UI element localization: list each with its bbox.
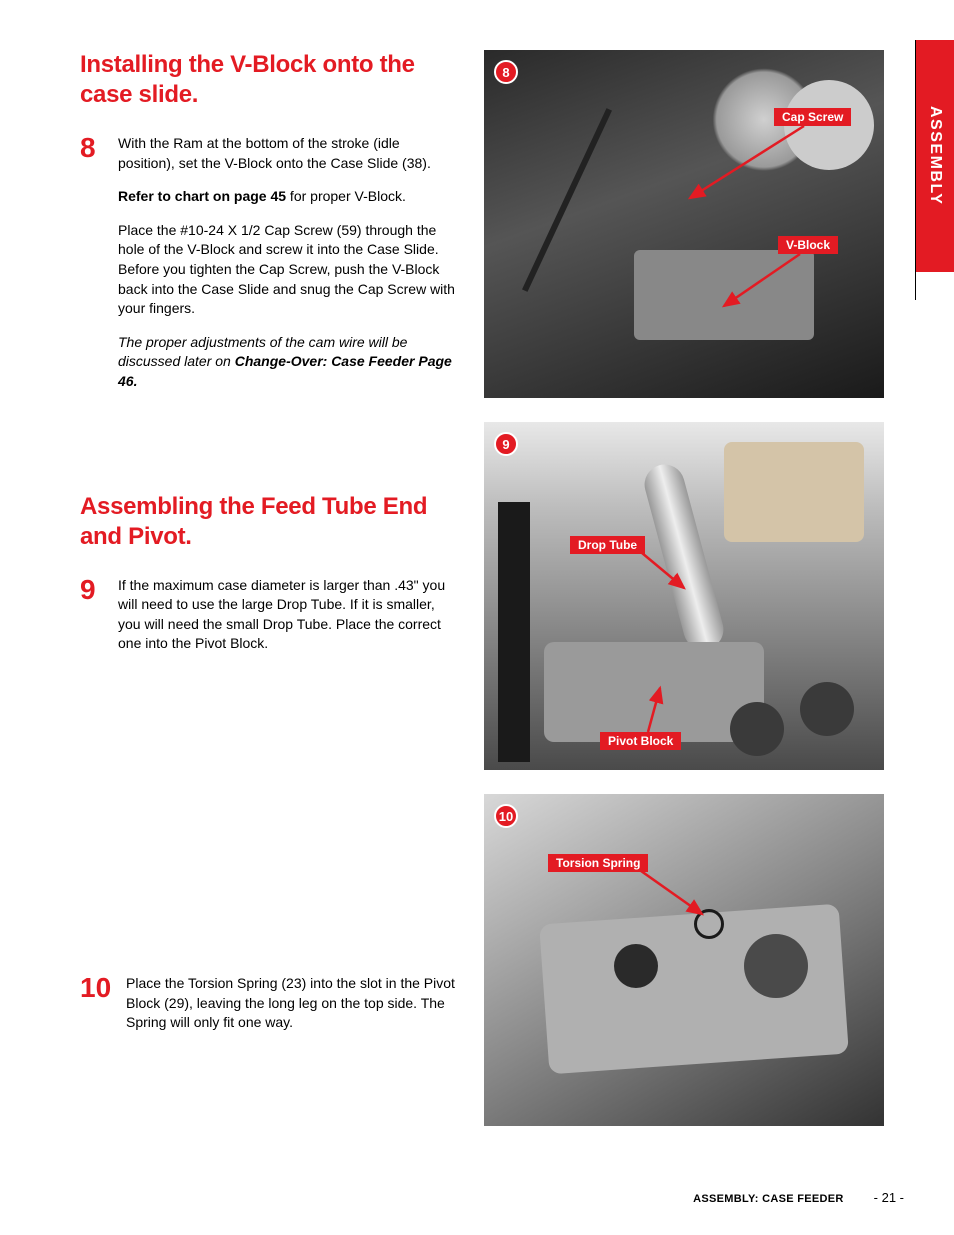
- step-8-p1: With the Ram at the bottom of the stroke…: [118, 134, 460, 173]
- figure-badge: 8: [494, 60, 518, 84]
- bold-run: Refer to chart on page 45: [118, 188, 286, 204]
- step-8: 8 With the Ram at the bottom of the stro…: [80, 134, 460, 406]
- callout-vblock: V-Block: [778, 236, 838, 254]
- heading-vblock: Installing the V-Block onto the case sli…: [80, 50, 460, 110]
- step-8-p3: Place the #10-24 X 1/2 Cap Screw (59) th…: [118, 221, 460, 319]
- step-number: 9: [80, 576, 108, 668]
- step-10: 10 Place the Torsion Spring (23) into th…: [80, 974, 460, 1047]
- side-rule: [915, 40, 916, 300]
- arrows-fig-9: [484, 422, 884, 770]
- heading-feedtube: Assembling the Feed Tube End and Pivot.: [80, 492, 460, 552]
- step-body: Place the Torsion Spring (23) into the s…: [126, 974, 460, 1047]
- figure-8: 8 Cap Screw V-Block: [484, 50, 884, 398]
- step-9: 9 If the maximum case diameter is larger…: [80, 576, 460, 668]
- footer-section: ASSEMBLY: CASE FEEDER: [693, 1193, 844, 1205]
- arrows-fig-8: [484, 50, 884, 398]
- side-tab: ASSEMBLY: [916, 40, 954, 272]
- arrows-fig-10: [484, 794, 884, 1126]
- figure-9: 9 Drop Tube Pivot Block: [484, 422, 884, 770]
- footer: ASSEMBLY: CASE FEEDER - 21 -: [693, 1190, 904, 1205]
- step-8-p4: The proper adjustments of the cam wire w…: [118, 333, 460, 392]
- figure-badge: 10: [494, 804, 518, 828]
- side-tab-label: ASSEMBLY: [926, 106, 944, 205]
- step-body: If the maximum case diameter is larger t…: [118, 576, 460, 668]
- left-column: Installing the V-Block onto the case sli…: [80, 50, 460, 1150]
- callout-cap-screw: Cap Screw: [774, 108, 851, 126]
- figure-badge: 9: [494, 432, 518, 456]
- figure-10: 10 Torsion Spring: [484, 794, 884, 1126]
- step-body: With the Ram at the bottom of the stroke…: [118, 134, 460, 406]
- rest: for proper V-Block.: [286, 188, 406, 204]
- footer-page: - 21 -: [874, 1190, 904, 1205]
- step-8-p2: Refer to chart on page 45 for proper V-B…: [118, 187, 460, 207]
- callout-pivot-block: Pivot Block: [600, 732, 681, 750]
- step-10-p1: Place the Torsion Spring (23) into the s…: [126, 974, 460, 1033]
- callout-torsion-spring: Torsion Spring: [548, 854, 648, 872]
- step-9-p1: If the maximum case diameter is larger t…: [118, 576, 460, 654]
- callout-drop-tube: Drop Tube: [570, 536, 645, 554]
- step-number: 10: [80, 974, 116, 1047]
- step-number: 8: [80, 134, 108, 406]
- right-column: 8 Cap Screw V-Block: [484, 50, 914, 1150]
